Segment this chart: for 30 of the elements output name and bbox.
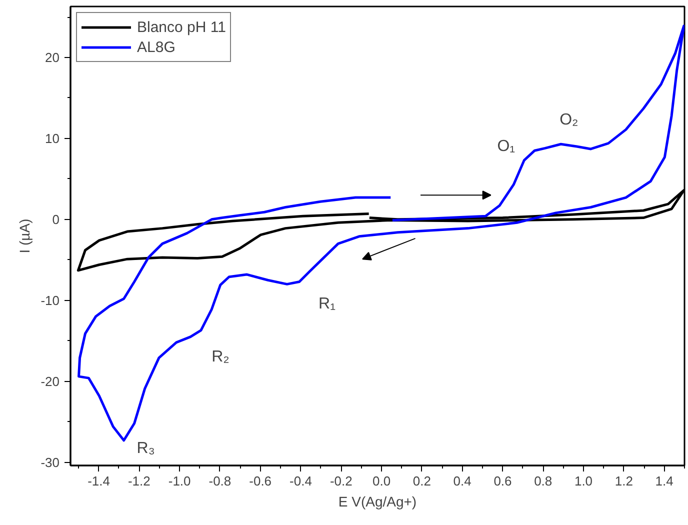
x-tick-label: -1.0	[168, 474, 191, 488]
x-tick-label: 0.6	[494, 474, 512, 488]
x-tick-label: -0.2	[330, 474, 352, 488]
x-tick-label: 0.0	[372, 474, 391, 488]
y-tick-label: 20	[45, 50, 60, 65]
x-tick-label: 0.8	[534, 474, 552, 488]
legend-label: AL8G	[137, 38, 176, 56]
x-tick-label: 1.4	[655, 474, 674, 488]
x-tick-label: 0.2	[412, 474, 431, 488]
x-tick-label: 1.2	[614, 474, 633, 488]
legend-label: Blanco pH 11	[137, 18, 226, 36]
annotation: R₂	[212, 348, 230, 366]
x-tick-label: 1.0	[574, 474, 593, 488]
y-tick-label: 0	[52, 212, 60, 227]
y-tick-label: -10	[40, 292, 60, 308]
x-tick-label: 0.4	[453, 474, 472, 488]
annotation: R₃	[136, 440, 155, 457]
x-tick-label: -0.4	[290, 474, 312, 488]
annotation: R₁	[318, 296, 336, 313]
x-tick-label: -1.2	[128, 474, 150, 488]
annotation: O₁	[497, 138, 516, 155]
x-axis-title: E V(Ag/Ag+)	[338, 494, 417, 510]
annotation: O₂	[560, 112, 578, 129]
y-tick-label: 10	[45, 130, 60, 146]
y-axis-title: I (µA)	[16, 218, 33, 254]
x-tick-label: -1.4	[88, 474, 110, 488]
x-tick-label: -0.8	[208, 474, 232, 488]
y-tick-label: -30	[40, 454, 60, 470]
y-tick-label: -20	[40, 374, 60, 389]
x-tick-label: -0.6	[249, 474, 272, 488]
